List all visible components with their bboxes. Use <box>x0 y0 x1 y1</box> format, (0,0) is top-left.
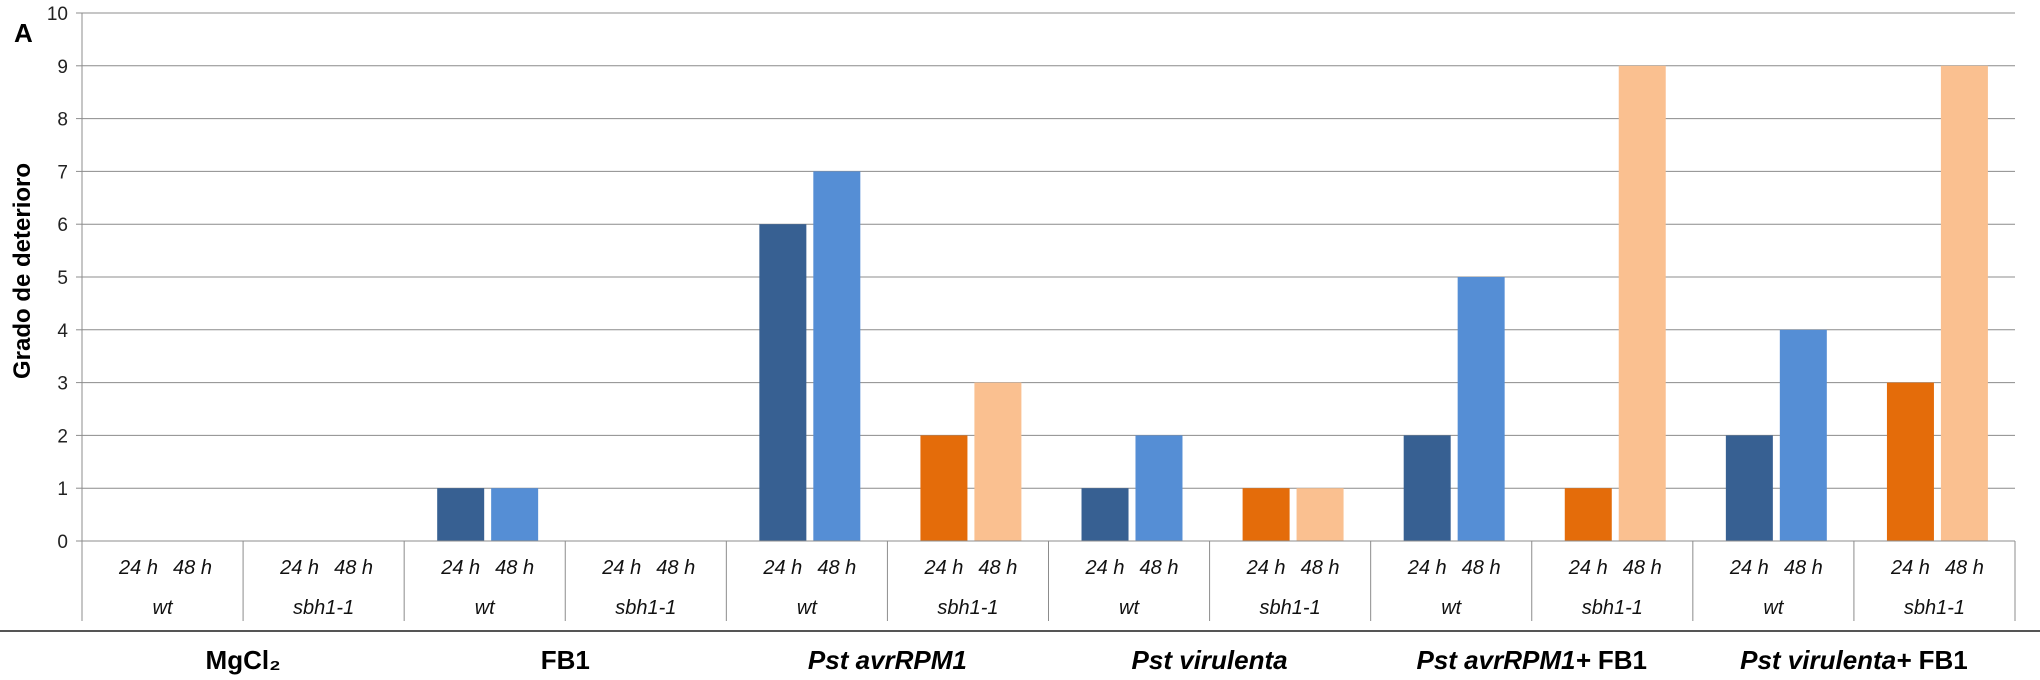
treatment-label: Pst avrRPM1 <box>808 645 967 675</box>
x-tick-label: 24 h <box>1890 557 1930 579</box>
bar-wt-48h <box>1779 329 1827 541</box>
genotype-label: sbh1-1 <box>293 597 354 619</box>
genotype-label: sbh1-1 <box>1582 597 1643 619</box>
y-tick-label: 0 <box>57 532 68 553</box>
y-tick-label: 7 <box>57 162 68 183</box>
genotype-label: sbh1-1 <box>615 597 676 619</box>
bar-sbh1-1-24h <box>1886 382 1934 541</box>
treatment-label: MgCl₂ <box>206 645 281 675</box>
treatment-label: FB1 <box>541 645 590 675</box>
bar-wt-24h <box>1403 435 1451 541</box>
y-tick-label: 8 <box>57 110 68 131</box>
bar-sbh1-1-48h <box>1940 65 1988 542</box>
x-tick-label: 24 h <box>1568 557 1608 579</box>
genotype-label: wt <box>475 597 496 619</box>
x-tick-label: 48 h <box>1301 557 1340 579</box>
genotype-label: wt <box>1763 597 1784 619</box>
x-tick-label: 48 h <box>1623 557 1662 579</box>
panel-label: A <box>14 18 33 48</box>
bar-wt-24h <box>1725 435 1773 541</box>
y-tick-label: 3 <box>57 374 68 395</box>
x-tick-label: 48 h <box>978 557 1017 579</box>
bar-wt-48h <box>1135 435 1183 541</box>
bars <box>437 65 1988 542</box>
treatment-label: Pst virulenta <box>1132 645 1288 675</box>
y-axis-label: Grado de deterioro <box>9 163 36 379</box>
x-tick-label: 24 h <box>1407 557 1447 579</box>
bar-wt-24h <box>759 224 807 541</box>
bar-sbh1-1-48h <box>1618 65 1666 542</box>
x-tick-label: 24 h <box>601 557 641 579</box>
genotype-label: sbh1-1 <box>1260 597 1321 619</box>
y-tick-label: 4 <box>57 321 68 342</box>
x-tick-label: 48 h <box>656 557 695 579</box>
treatment-label: Pst virulenta+ FB1 <box>1740 645 1968 675</box>
x-tick-label: 48 h <box>495 557 534 579</box>
x-tick-label: 48 h <box>1945 557 1984 579</box>
x-tick-label: 48 h <box>1462 557 1501 579</box>
x-tick-label: 24 h <box>1246 557 1286 579</box>
y-axis: 0 1 2 3 4 5 6 7 8 9 10 <box>47 4 83 553</box>
x-tick-label: 48 h <box>173 557 212 579</box>
y-tick-label: 9 <box>57 57 68 78</box>
x-tick-label: 24 h <box>762 557 802 579</box>
y-tick-label: 6 <box>57 215 68 236</box>
x-tick-label: 48 h <box>1784 557 1823 579</box>
x-tick-label: 48 h <box>334 557 373 579</box>
genotype-label: wt <box>1441 597 1462 619</box>
x-tick-label: 48 h <box>817 557 856 579</box>
y-tick-label: 1 <box>57 479 68 500</box>
bar-wt-48h <box>491 488 539 541</box>
bar-sbh1-1-24h <box>920 435 968 541</box>
x-tick-label: 24 h <box>440 557 480 579</box>
bar-wt-48h <box>813 171 861 541</box>
x-tick-label: 24 h <box>1085 557 1125 579</box>
x-tick-label: 24 h <box>1729 557 1769 579</box>
genotype-label: sbh1-1 <box>937 597 998 619</box>
bar-sbh1-1-48h <box>1296 488 1344 541</box>
genotype-label: wt <box>153 597 174 619</box>
x-tick-label: 24 h <box>279 557 319 579</box>
bar-wt-48h <box>1457 277 1505 541</box>
y-tick-label: 2 <box>57 426 68 447</box>
bar-sbh1-1-48h <box>974 382 1022 541</box>
genotype-label: wt <box>1119 597 1140 619</box>
y-tick-label: 10 <box>47 4 68 25</box>
x-tick-label: 24 h <box>118 557 158 579</box>
x-tick-label: 48 h <box>1140 557 1179 579</box>
bar-sbh1-1-24h <box>1564 488 1612 541</box>
x-tick-label: 24 h <box>923 557 963 579</box>
bar-sbh1-1-24h <box>1242 488 1290 541</box>
gridlines <box>82 12 2015 542</box>
bar-wt-24h <box>1081 488 1129 541</box>
genotype-label: wt <box>797 597 818 619</box>
treatment-label: Pst avrRPM1+ FB1 <box>1417 645 1648 675</box>
genotype-label: sbh1-1 <box>1904 597 1965 619</box>
bar-wt-24h <box>437 488 485 541</box>
y-tick-label: 5 <box>57 268 68 289</box>
